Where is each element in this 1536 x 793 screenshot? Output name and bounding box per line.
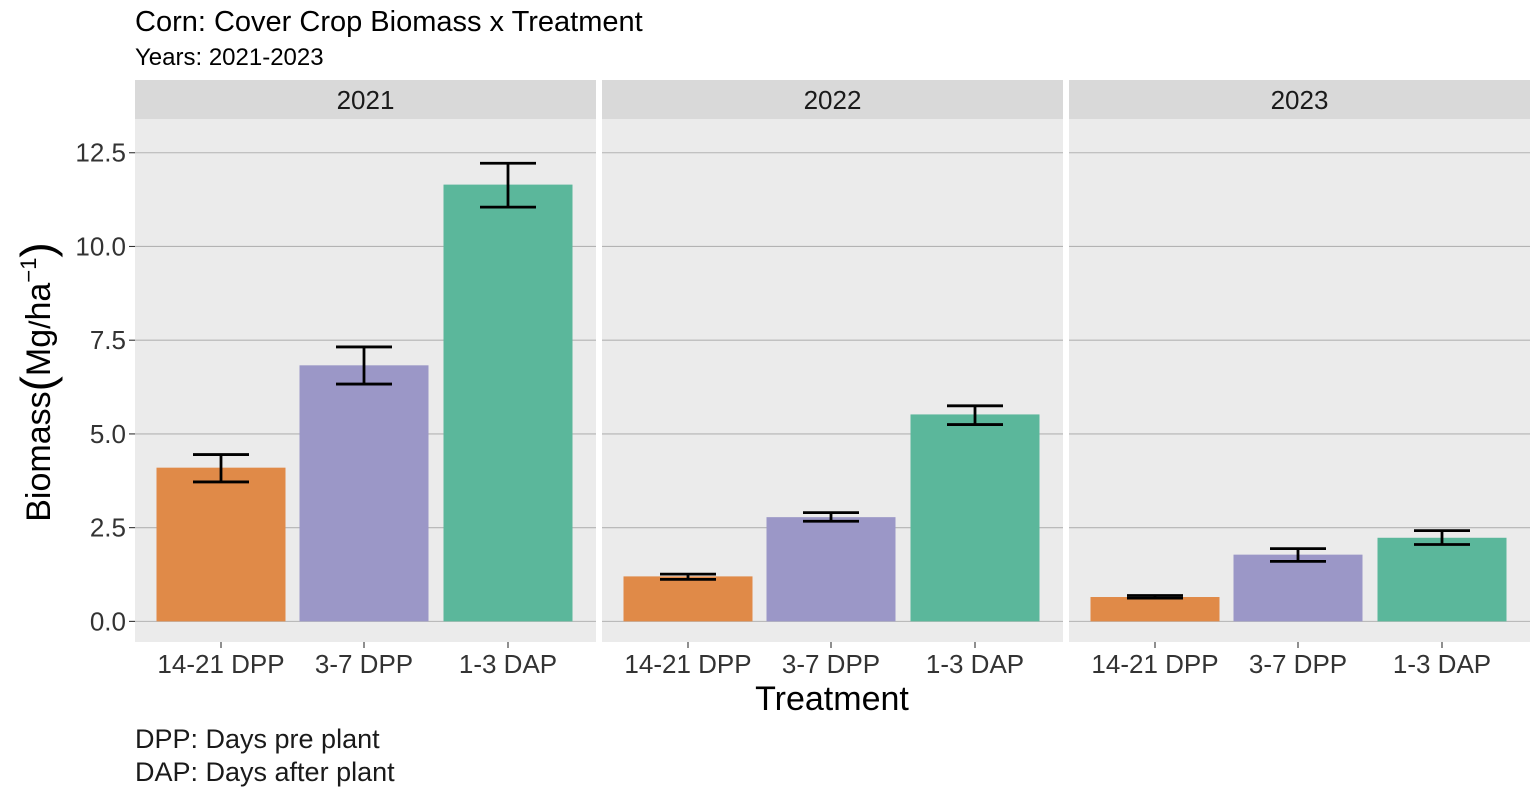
y-tick-label: 12.5 (75, 138, 126, 168)
bar-2023-1 (1233, 554, 1363, 622)
x-tick-label: 14-21 DPP (1091, 649, 1218, 679)
y-axis-title-slash: / (24, 320, 57, 329)
x-tick-label: 1-3 DAP (1393, 649, 1491, 679)
caption-line-1: DPP: Days pre plant (135, 724, 380, 754)
bar-2023-2 (1377, 537, 1507, 622)
facet-panels: 2021 14-21 DPP 3-7 DPP 1-3 DAP 2022 14-21 DPP… (135, 80, 1530, 679)
y-tick-label: 5.0 (90, 419, 126, 449)
bar-2021-0 (156, 467, 286, 622)
chart-title: Corn: Cover Crop Biomass x Treatment (135, 6, 643, 38)
y-axis-title-main: Biomass (20, 391, 58, 521)
x-tick-label: 1-3 DAP (459, 649, 557, 679)
facet-strip (1069, 80, 1530, 119)
y-tick-label: 0.0 (90, 606, 126, 636)
x-tick-label: 3-7 DPP (315, 649, 413, 679)
bar-2022-0 (623, 576, 753, 622)
x-tick-label: 3-7 DPP (782, 649, 880, 679)
facet-panel-2023: 2023 14-21 DPP 3-7 DPP 1-3 DAP (1069, 80, 1530, 679)
bar-2022-1 (766, 517, 896, 622)
facet-strip (135, 80, 596, 119)
bar-2022-2 (910, 414, 1040, 622)
x-tick-label: 14-21 DPP (157, 649, 284, 679)
y-axis-title-unit-den: ha (20, 283, 58, 321)
facet-strip-label: 2023 (1271, 85, 1329, 115)
y-axis-title-unit-exp: −1 (16, 258, 41, 283)
facet-strip (602, 80, 1063, 119)
facet-panel-2022: 2022 14-21 DPP 3-7 DPP 1-3 DAP (602, 80, 1063, 679)
y-tick-label: 2.5 (90, 513, 126, 543)
y-axis-title-open-paren: ( (11, 375, 63, 391)
caption-line-2: DAP: Days after plant (135, 757, 395, 787)
facet-strip-label: 2021 (337, 85, 395, 115)
bar-2023-0 (1090, 597, 1220, 622)
y-tick-label: 10.0 (75, 231, 126, 261)
chart-subtitle: Years: 2021-2023 (135, 44, 324, 71)
x-tick-label: 3-7 DPP (1249, 649, 1347, 679)
x-tick-label: 1-3 DAP (926, 649, 1024, 679)
y-axis-title-unit-base: Mg (20, 329, 58, 376)
y-axis: 0.0 2.5 5.0 7.5 10.0 12.5 (75, 138, 135, 636)
y-axis-title: Biomass(Mg/ha−1) (11, 242, 63, 522)
facet-strip-label: 2022 (804, 85, 862, 115)
x-tick-label: 14-21 DPP (624, 649, 751, 679)
facet-panel-2021: 2021 14-21 DPP 3-7 DPP 1-3 DAP (135, 80, 596, 679)
y-axis-title-close-paren: ) (11, 242, 63, 257)
bar-2021-1 (299, 365, 429, 622)
y-tick-label: 7.5 (90, 325, 126, 355)
x-axis-title: Treatment (755, 680, 909, 718)
bar-2021-2 (443, 184, 573, 622)
